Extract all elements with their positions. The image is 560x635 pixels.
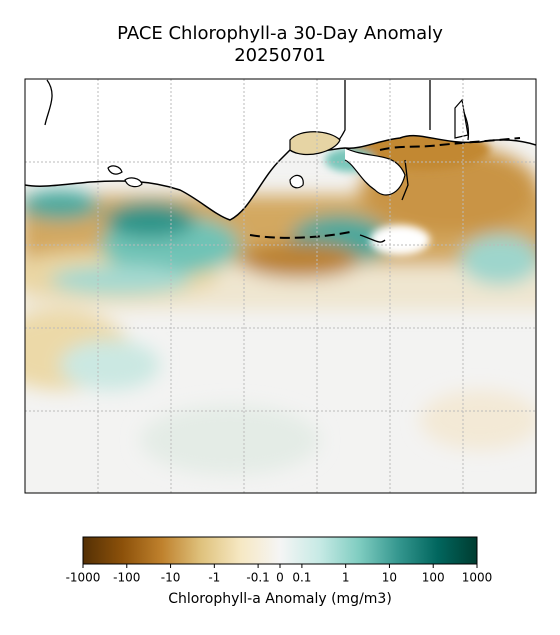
colorbar-tick-label: 10	[382, 571, 397, 585]
colorbar-tick-label: 1000	[462, 571, 493, 585]
map	[25, 79, 536, 493]
colorbar-label: Chlorophyll-a Anomaly (mg/m3)	[168, 591, 392, 607]
subtitle: 20250701	[234, 45, 326, 66]
colorbar-tick-label: 1	[342, 571, 350, 585]
colorbar-tick-label: -100	[113, 571, 140, 585]
map-frame	[24, 78, 537, 494]
graticule	[25, 79, 536, 493]
colorbar-tick-label: 0.1	[292, 571, 311, 585]
title: PACE Chlorophyll-a 30-Day Anomaly	[117, 23, 443, 44]
colorbar-tick-label: -10	[161, 571, 181, 585]
colorbar-tick-label: 100	[422, 571, 445, 585]
colorbar: -1000 -100 -10 -1 -0.1 0 0.1 1 10 100 1000	[66, 536, 493, 585]
colorbar-tick-label: -1000	[66, 571, 101, 585]
colorbar-tick-label: -0.1	[246, 571, 269, 585]
colorbar-tick-label: 0	[276, 571, 284, 585]
colorbar-ramp	[82, 536, 478, 565]
colorbar-tick-label: -1	[208, 571, 220, 585]
